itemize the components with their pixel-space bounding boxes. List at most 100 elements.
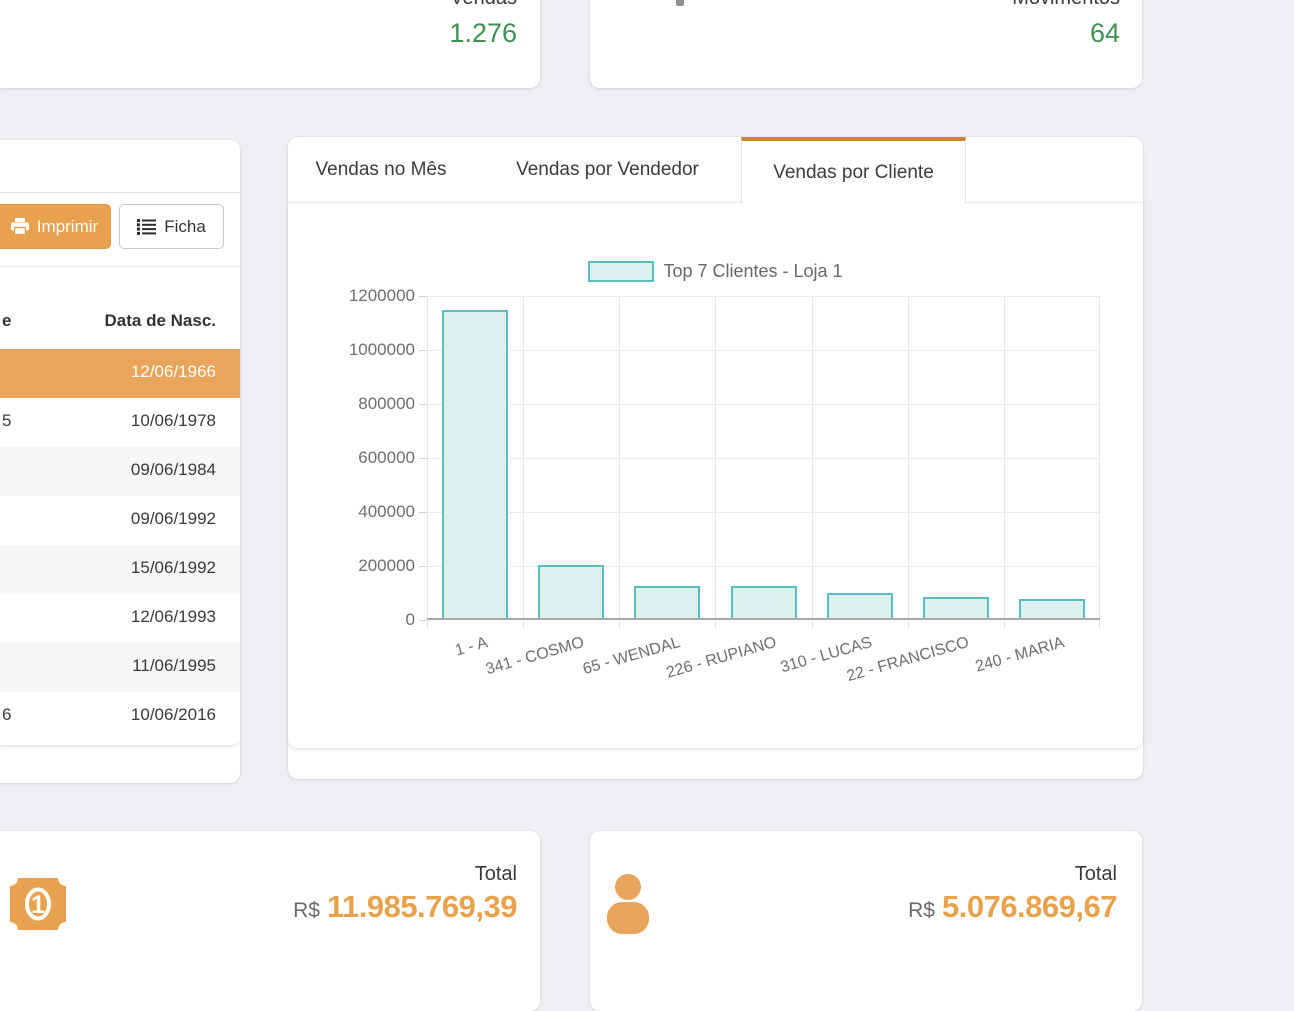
sales-total-card: 1 Total R$ 11.985.769,39 — [0, 831, 540, 1011]
chart-legend[interactable]: Top 7 Clientes - Loja 1 — [288, 260, 1143, 282]
table-row[interactable]: 12/06/1993 — [0, 594, 240, 643]
movimentos-icon — [676, 0, 684, 6]
legend-swatch — [588, 260, 655, 282]
birthdays-table-body: 12/06/1966 5 10/06/1978 09/06/1984 09/06/199… — [0, 349, 240, 741]
table-row[interactable]: 12/06/1966 — [0, 349, 240, 398]
x-tick-label: 226 - RUPIANO — [664, 634, 779, 682]
table-row[interactable]: 11/06/1995 — [0, 643, 240, 692]
sales-total-line: R$ 11.985.769,39 — [293, 887, 517, 927]
birthdays-table: e Data de Nasc. 12/06/1966 5 10/06/1978 09/… — [0, 267, 240, 745]
birthdate-cell: 09/06/1992 — [130, 509, 216, 528]
vendas-label: Vendas — [450, 0, 517, 12]
tab-vendas-por-cliente[interactable]: Vendas por Cliente — [741, 137, 966, 204]
gridline — [715, 296, 716, 620]
x-axis-labels: 1 - A 341 - COSMO 65 - WENDAL 226 - RUPIANO… — [427, 626, 1100, 721]
gridline — [1004, 296, 1005, 620]
y-tick-label: 400000 — [358, 502, 415, 521]
movimentos-card: Movimentos 64 — [590, 0, 1142, 88]
y-tick-label: 0 — [405, 610, 415, 629]
gridline — [908, 296, 909, 620]
gridline — [427, 349, 1100, 351]
y-tick-label: 600000 — [358, 448, 415, 467]
y-axis-labels: 0 200000 400000 600000 800000 1000000 1200000 — [288, 286, 415, 629]
y-axis-ticks — [419, 296, 427, 621]
customer-total-value: 5.076.869,67 — [941, 889, 1118, 924]
birthdays-card-header — [0, 140, 240, 193]
birthdate-cell: 12/06/1993 — [130, 607, 216, 626]
x-tick-label: 341 - COSMO — [483, 634, 586, 679]
plot-area — [427, 295, 1100, 620]
birthdate-cell: 10/06/2016 — [130, 705, 216, 724]
tab-vendas-no-mes[interactable]: Vendas no Mês — [288, 137, 474, 203]
gridline — [812, 296, 813, 620]
bar-1 - A[interactable] — [442, 310, 508, 620]
bar-341 - COSMO[interactable] — [538, 565, 604, 620]
customer-currency: R$ — [908, 899, 935, 922]
table-header-row: e Data de Nasc. — [0, 301, 240, 348]
customer-total-card: Total R$ 5.076.869,67 — [590, 831, 1142, 1011]
bar-chart: Top 7 Clientes - Loja 1 0 200000 400000 600… — [288, 137, 1143, 779]
y-tick-label: 1000000 — [348, 340, 415, 359]
name-column-header-partial: e — [2, 311, 12, 330]
birthdays-card: Imprimir Ficha e — [0, 140, 240, 783]
gridline — [427, 295, 1100, 297]
gridline — [427, 457, 1100, 459]
y-tick-label: 1200000 — [348, 286, 415, 305]
print-button[interactable]: Imprimir — [0, 204, 111, 249]
sales-chart-card: Vendas no Mês Vendas por Vendedor Vendas… — [288, 137, 1143, 779]
sales-total-value: 11.985.769,39 — [326, 889, 518, 924]
printer-icon — [10, 218, 29, 235]
svg-text:1: 1 — [31, 891, 45, 919]
bar-240 - MARIA[interactable] — [1019, 599, 1085, 620]
birthdate-cell: 09/06/1984 — [130, 460, 216, 479]
vendas-card: Vendas 1.276 — [0, 0, 540, 88]
tab-label: Vendas no Mês — [315, 159, 447, 180]
gridline — [1099, 296, 1100, 620]
customer-total-label: Total — [1074, 863, 1117, 885]
gridline — [619, 296, 620, 620]
y-tick-label: 200000 — [358, 556, 415, 575]
person-icon — [607, 874, 649, 939]
tab-label: Vendas por Cliente — [773, 161, 934, 183]
table-row[interactable]: 5 10/06/1978 — [0, 398, 240, 447]
money-bill-icon: 1 — [2, 870, 74, 938]
tab-vendas-por-vendedor[interactable]: Vendas por Vendedor — [474, 137, 741, 203]
table-row[interactable]: 15/06/1992 — [0, 545, 240, 594]
x-axis-ticks — [427, 621, 1100, 628]
bar-310 - LUCAS[interactable] — [827, 593, 893, 620]
table-row[interactable]: 6 10/06/2016 — [0, 692, 240, 741]
bar-65 - WENDAL[interactable] — [634, 586, 700, 620]
ficha-button-label: Ficha — [164, 216, 206, 236]
birthdate-cell: 10/06/1978 — [130, 411, 216, 430]
bar-22 - FRANCISCO[interactable] — [923, 597, 989, 620]
x-tick-label: 1 - A — [453, 634, 490, 660]
sales-currency: R$ — [293, 899, 320, 922]
birthdate-cell: 15/06/1992 — [130, 558, 216, 577]
ficha-button[interactable]: Ficha — [119, 204, 224, 249]
x-tick-label: 240 - MARIA — [973, 634, 1067, 676]
name-cell-partial: 5 — [2, 411, 12, 430]
gridline — [427, 565, 1100, 567]
tab-label: Vendas por Vendedor — [516, 159, 699, 180]
birthdate-cell: 11/06/1995 — [132, 656, 216, 675]
vendas-value: 1.276 — [449, 18, 517, 48]
name-cell-partial: 6 — [2, 705, 12, 724]
legend-label: Top 7 Clientes - Loja 1 — [663, 260, 843, 281]
table-row[interactable]: 09/06/1984 — [0, 447, 240, 496]
y-tick-label: 800000 — [358, 394, 415, 413]
x-axis-line — [427, 618, 1100, 620]
gridline — [427, 511, 1100, 513]
dashboard-page: { "colors": { "accent_orange": "#e8a14e"… — [0, 0, 1143, 1011]
gridline — [427, 296, 428, 620]
movimentos-value: 64 — [1089, 18, 1120, 48]
print-button-label: Imprimir — [36, 216, 99, 236]
table-row[interactable]: 09/06/1992 — [0, 496, 240, 545]
customer-total-line: R$ 5.076.869,67 — [908, 887, 1117, 927]
bar-226 - RUPIANO[interactable] — [731, 586, 797, 620]
birthdays-toolbar: Imprimir Ficha — [0, 193, 240, 267]
gridline — [427, 403, 1100, 405]
tab-bar: Vendas no Mês Vendas por Vendedor Vendas… — [288, 137, 1143, 204]
birthdate-column-header: Data de Nasc. — [104, 311, 217, 330]
birthdate-cell: 12/06/1966 — [130, 362, 216, 381]
sales-total-label: Total — [474, 863, 517, 885]
